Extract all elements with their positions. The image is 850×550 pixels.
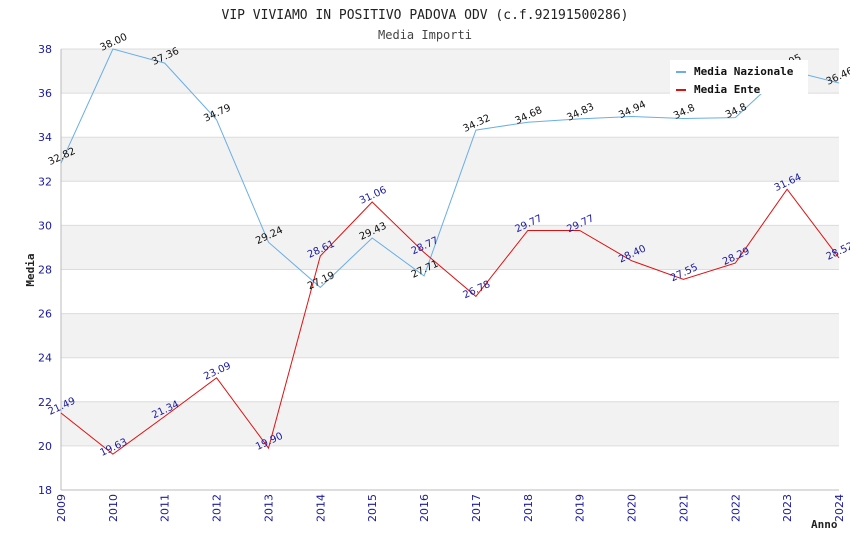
x-tick-label: 2009 bbox=[55, 494, 68, 522]
x-tick-label: 2011 bbox=[159, 494, 172, 522]
y-tick-label: 20 bbox=[38, 440, 52, 453]
x-tick-label: 2019 bbox=[574, 494, 587, 522]
background-band bbox=[61, 313, 839, 358]
data-label: 34.32 bbox=[462, 113, 493, 135]
x-tick-labels: 2009 2010 2011 2012 2013 2014 2015 2016 2017 2018… bbox=[55, 494, 846, 522]
y-tick-label: 32 bbox=[38, 175, 52, 188]
x-axis-label: Anno bbox=[811, 518, 838, 531]
data-label: 26.78 bbox=[462, 279, 493, 301]
x-tick-label: 2015 bbox=[366, 494, 379, 522]
y-tick-labels: 18 20 22 24 26 28 30 32 34 36 38 bbox=[38, 43, 52, 497]
series-lines bbox=[60, 48, 840, 455]
y-tick-label: 28 bbox=[38, 264, 52, 277]
background-band bbox=[61, 401, 839, 446]
y-tick-label: 38 bbox=[38, 43, 52, 56]
data-label: 34.68 bbox=[513, 105, 544, 127]
x-tick-label: 2021 bbox=[677, 494, 690, 522]
y-tick-label: 26 bbox=[38, 308, 52, 321]
series-line-media-ente bbox=[60, 188, 840, 455]
x-tick-label: 2012 bbox=[211, 494, 224, 522]
x-tick-label: 2024 bbox=[833, 494, 846, 522]
chart-subtitle: Media Importi bbox=[378, 28, 472, 42]
x-tick-label: 2013 bbox=[262, 494, 275, 522]
background-band bbox=[61, 225, 839, 270]
y-tick-label: 22 bbox=[38, 396, 52, 409]
data-label: 34.8 bbox=[724, 102, 749, 121]
x-tick-label: 2018 bbox=[522, 494, 535, 522]
x-tick-label: 2023 bbox=[781, 494, 794, 522]
legend-box bbox=[670, 60, 808, 94]
data-label: 34.8 bbox=[672, 103, 697, 122]
x-tick-label: 2017 bbox=[470, 494, 483, 522]
data-label: 34.83 bbox=[565, 102, 596, 124]
x-tick-label: 2020 bbox=[626, 494, 639, 522]
data-label: 34.94 bbox=[617, 99, 648, 121]
x-tick-label: 2010 bbox=[107, 494, 120, 522]
axes bbox=[60, 49, 839, 491]
x-tick-label: 2016 bbox=[418, 494, 431, 522]
x-tick-label: 2014 bbox=[314, 494, 327, 522]
y-tick-label: 36 bbox=[38, 87, 52, 100]
y-tick-label: 24 bbox=[38, 352, 52, 365]
gridlines bbox=[61, 48, 839, 491]
legend: Media Nazionale Media Ente bbox=[670, 60, 808, 96]
legend-label-media-nazionale: Media Nazionale bbox=[694, 65, 794, 78]
y-axis-label: Media bbox=[24, 253, 37, 286]
legend-label-media-ente: Media Ente bbox=[694, 83, 761, 96]
x-tick-label: 2022 bbox=[729, 494, 742, 522]
y-tick-label: 30 bbox=[38, 219, 52, 232]
series-line-media-nazionale bbox=[60, 48, 840, 289]
background-bands bbox=[61, 49, 839, 446]
chart-title: VIP VIVIAMO IN POSITIVO PADOVA ODV (c.f.… bbox=[222, 8, 629, 23]
data-label: 27.19 bbox=[306, 270, 337, 292]
y-tick-label: 18 bbox=[38, 484, 52, 497]
background-band bbox=[61, 137, 839, 182]
y-tick-label: 34 bbox=[38, 131, 52, 144]
